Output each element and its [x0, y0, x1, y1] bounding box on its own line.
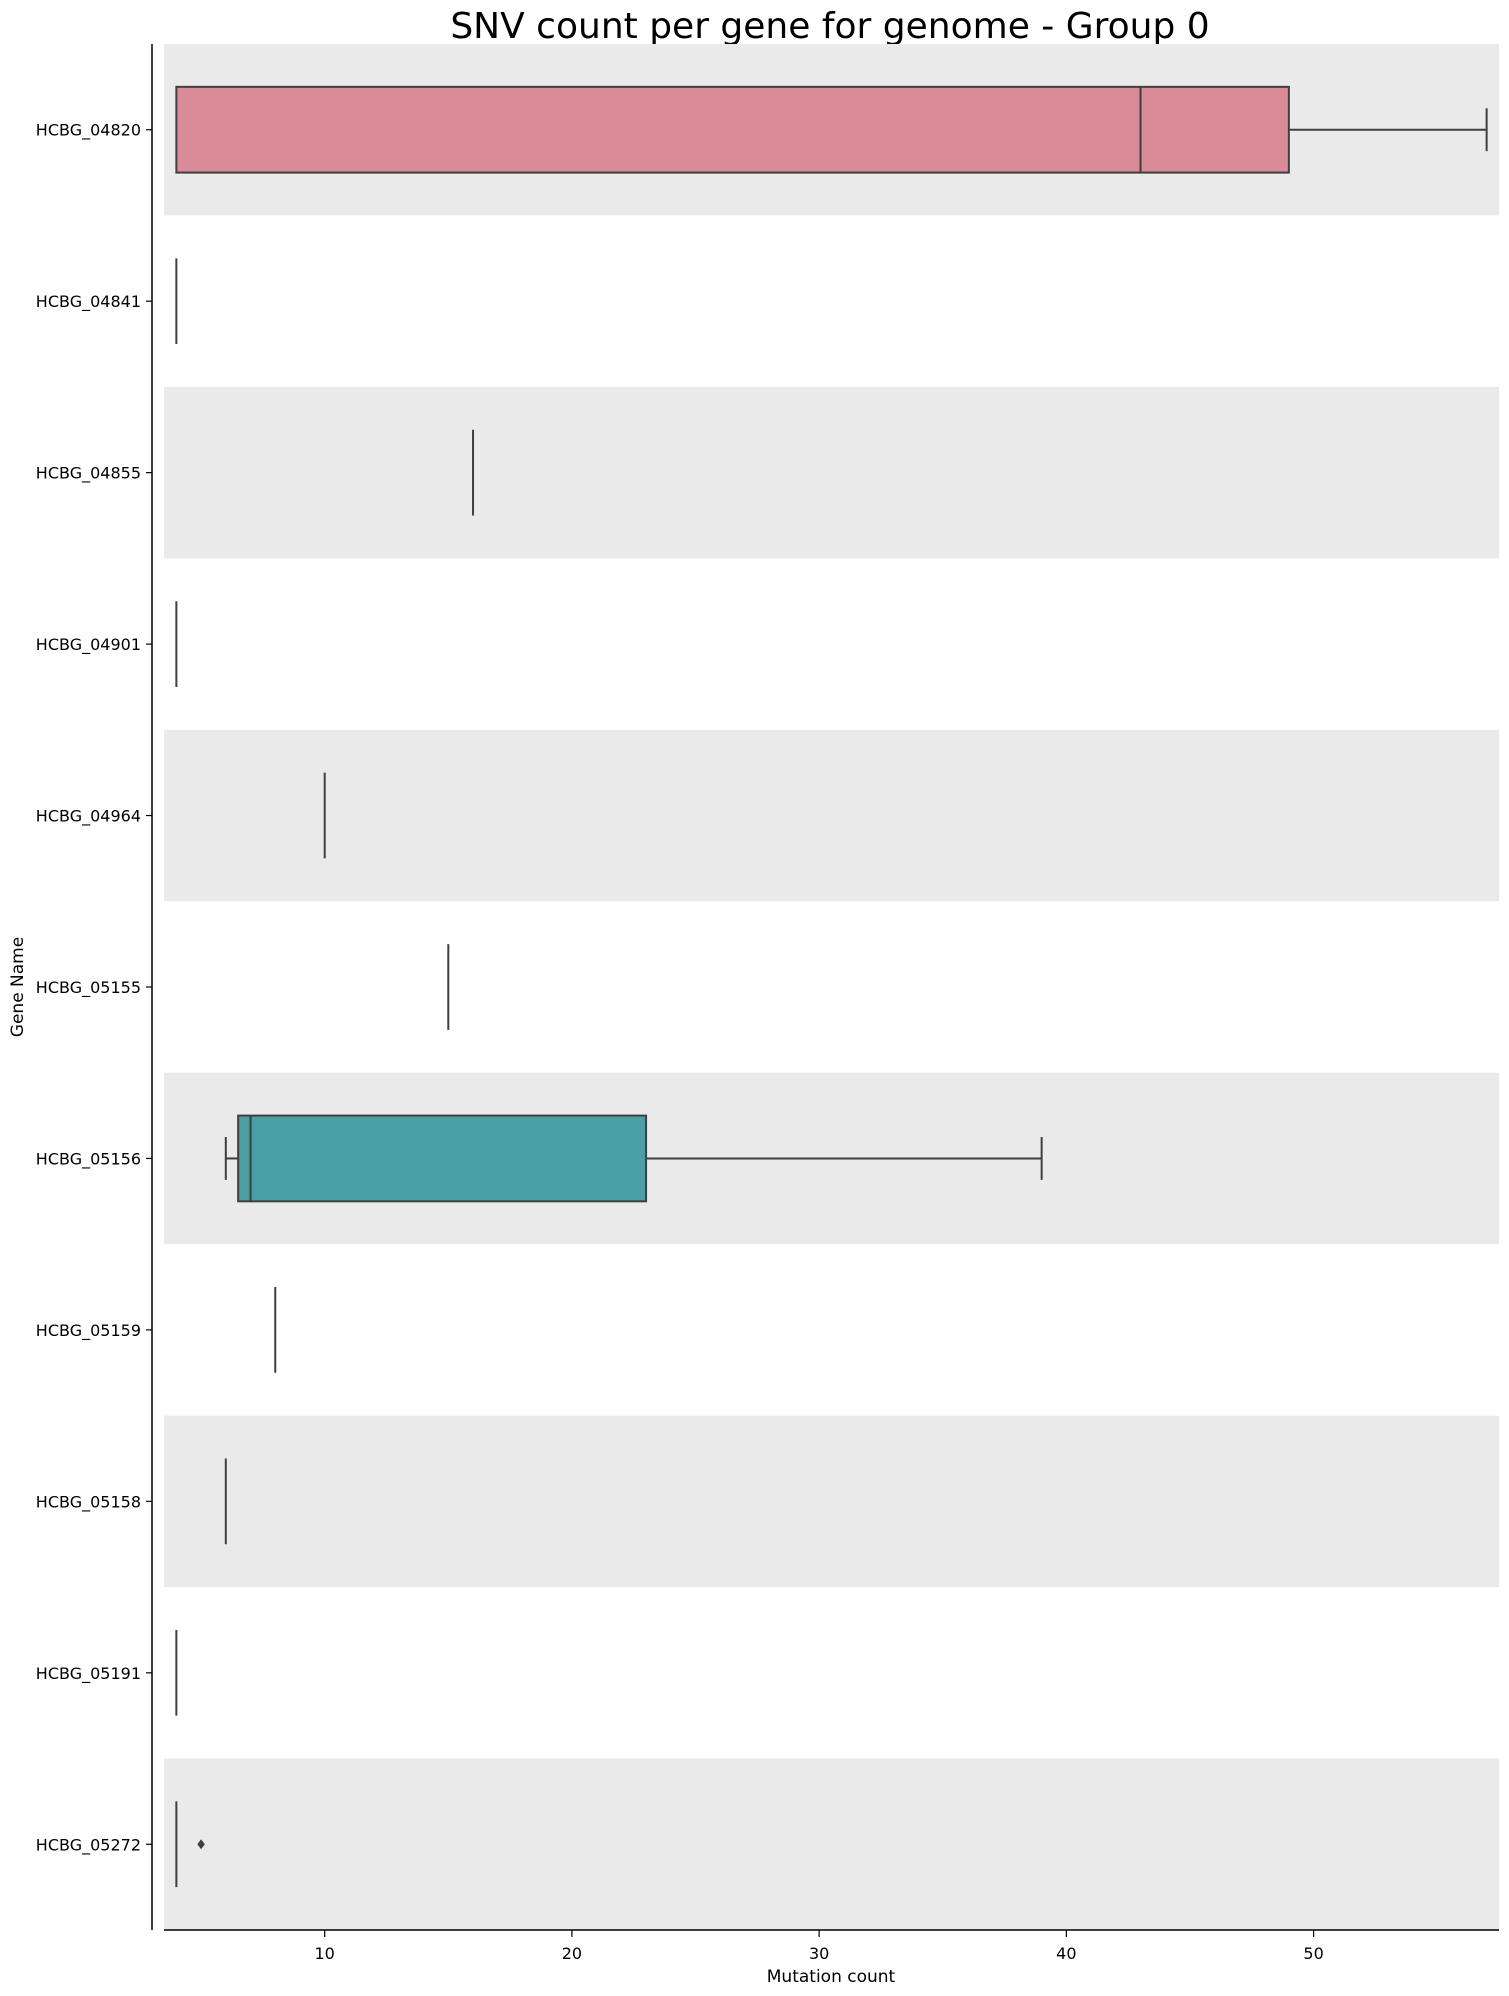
y-tick-label-HCBG_05272: HCBG_05272 [36, 1835, 141, 1855]
iqr-box-HCBG_04820 [175, 85, 1290, 174]
y-tick-label-HCBG_05158: HCBG_05158 [36, 1492, 141, 1512]
y-tick-labels: HCBG_04820 HCBG_04841 HCBG_04855 HCBG_04901… [36, 121, 152, 1855]
x-tick-label-50: 50 [1303, 1944, 1323, 1963]
y-tick-label-HCBG_05159: HCBG_05159 [36, 1321, 141, 1341]
chart-title: SNV count per gene for genome - Group 0 [450, 6, 1209, 47]
y-tick-label-HCBG_05155: HCBG_05155 [36, 978, 141, 998]
row-band-HCBG_04964 [164, 729, 1499, 902]
box-series [175, 85, 1488, 1888]
x-tick-label-30: 30 [809, 1944, 829, 1963]
y-tick-label-HCBG_04964: HCBG_04964 [36, 807, 141, 827]
x-tick-label-10: 10 [315, 1944, 335, 1963]
x-tick-label-20: 20 [562, 1944, 582, 1963]
y-tick-label-HCBG_05156: HCBG_05156 [36, 1149, 141, 1169]
y-tick-label-HCBG_04841: HCBG_04841 [36, 292, 141, 312]
y-axis-label: Gene Name [8, 937, 28, 1037]
box-HCBG_04820 [175, 85, 1488, 174]
box-HCBG_05156 [224, 1114, 1043, 1203]
x-tick-labels: 10 20 30 40 50 [315, 1930, 1324, 1963]
row-bands [164, 44, 1499, 1930]
y-tick-label-HCBG_04901: HCBG_04901 [36, 635, 141, 655]
outlier-HCBG_05272-0 [197, 1839, 205, 1850]
y-tick-label-HCBG_04820: HCBG_04820 [36, 121, 141, 141]
y-tick-label-HCBG_04855: HCBG_04855 [36, 464, 141, 484]
row-band-HCBG_05272 [164, 1758, 1499, 1930]
x-tick-label-40: 40 [1056, 1944, 1076, 1963]
box-HCBG_05272 [175, 1801, 205, 1888]
y-tick-label-HCBG_05191: HCBG_05191 [36, 1664, 141, 1684]
x-axis-label: Mutation count [767, 1967, 896, 1987]
iqr-box-HCBG_05156 [237, 1114, 648, 1203]
row-band-HCBG_04855 [164, 386, 1499, 559]
row-band-HCBG_05158 [164, 1415, 1499, 1588]
